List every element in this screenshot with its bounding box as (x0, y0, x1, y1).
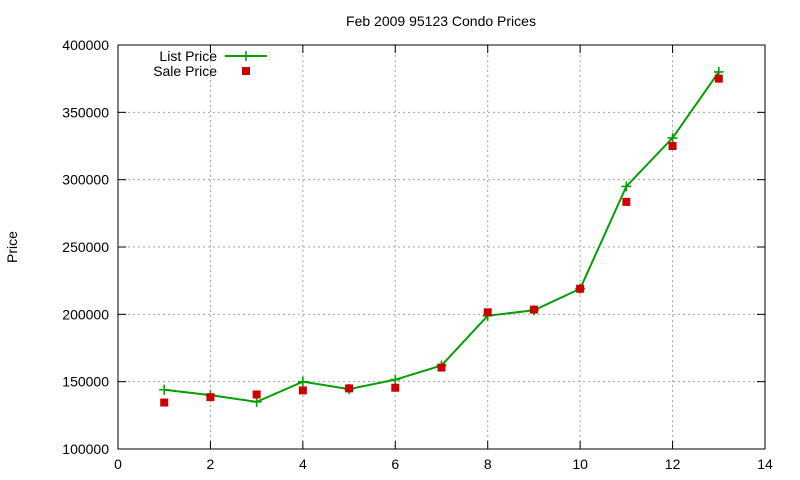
x-tick-label: 2 (207, 456, 215, 472)
legend-label: List Price (159, 48, 217, 64)
data-point (391, 383, 400, 392)
series-line (164, 71, 720, 403)
data-point (714, 74, 723, 83)
axis-ticks: 100000 150000 200000 250000 300000 350000 4000… (62, 37, 773, 472)
data-point (206, 393, 215, 402)
x-tick-label: 12 (665, 456, 681, 472)
chart-title: Feb 2009 95123 Condo Prices (346, 13, 536, 29)
data-point (668, 142, 677, 150)
x-tick-label: 0 (114, 456, 122, 472)
x-tick-label: 14 (757, 456, 773, 472)
data-point (390, 374, 401, 385)
data-point (159, 384, 170, 395)
y-tick-label: 300000 (62, 172, 109, 188)
x-tick-label: 6 (391, 456, 399, 472)
grid-lines (118, 45, 765, 449)
data-point (345, 384, 354, 393)
data-point (252, 390, 261, 399)
series-list-price (159, 66, 724, 407)
data-point (529, 305, 538, 314)
series-layer (159, 66, 724, 407)
legend-marker (241, 51, 251, 61)
x-tick-label: 8 (484, 456, 492, 472)
y-tick-label: 250000 (62, 239, 109, 255)
data-point (160, 398, 169, 407)
data-point (622, 197, 631, 206)
y-tick-label: 100000 (62, 441, 109, 457)
y-axis-label: Price (4, 231, 20, 263)
legend-label: Sale Price (153, 63, 217, 79)
y-tick-label: 400000 (62, 37, 109, 53)
data-point (297, 376, 308, 387)
data-point (576, 284, 585, 293)
y-tick-label: 150000 (62, 374, 109, 390)
x-tick-label: 10 (572, 456, 588, 472)
data-point (483, 308, 492, 317)
y-tick-label: 350000 (62, 104, 109, 120)
x-tick-label: 4 (299, 456, 307, 472)
legend-marker (242, 67, 250, 75)
data-point (298, 386, 307, 395)
series-sale-price (160, 74, 723, 407)
data-point (251, 396, 262, 407)
data-point (621, 181, 632, 192)
data-point (437, 363, 446, 372)
y-tick-label: 200000 (62, 306, 109, 322)
data-point (667, 132, 678, 143)
plot-frame (117, 44, 766, 450)
